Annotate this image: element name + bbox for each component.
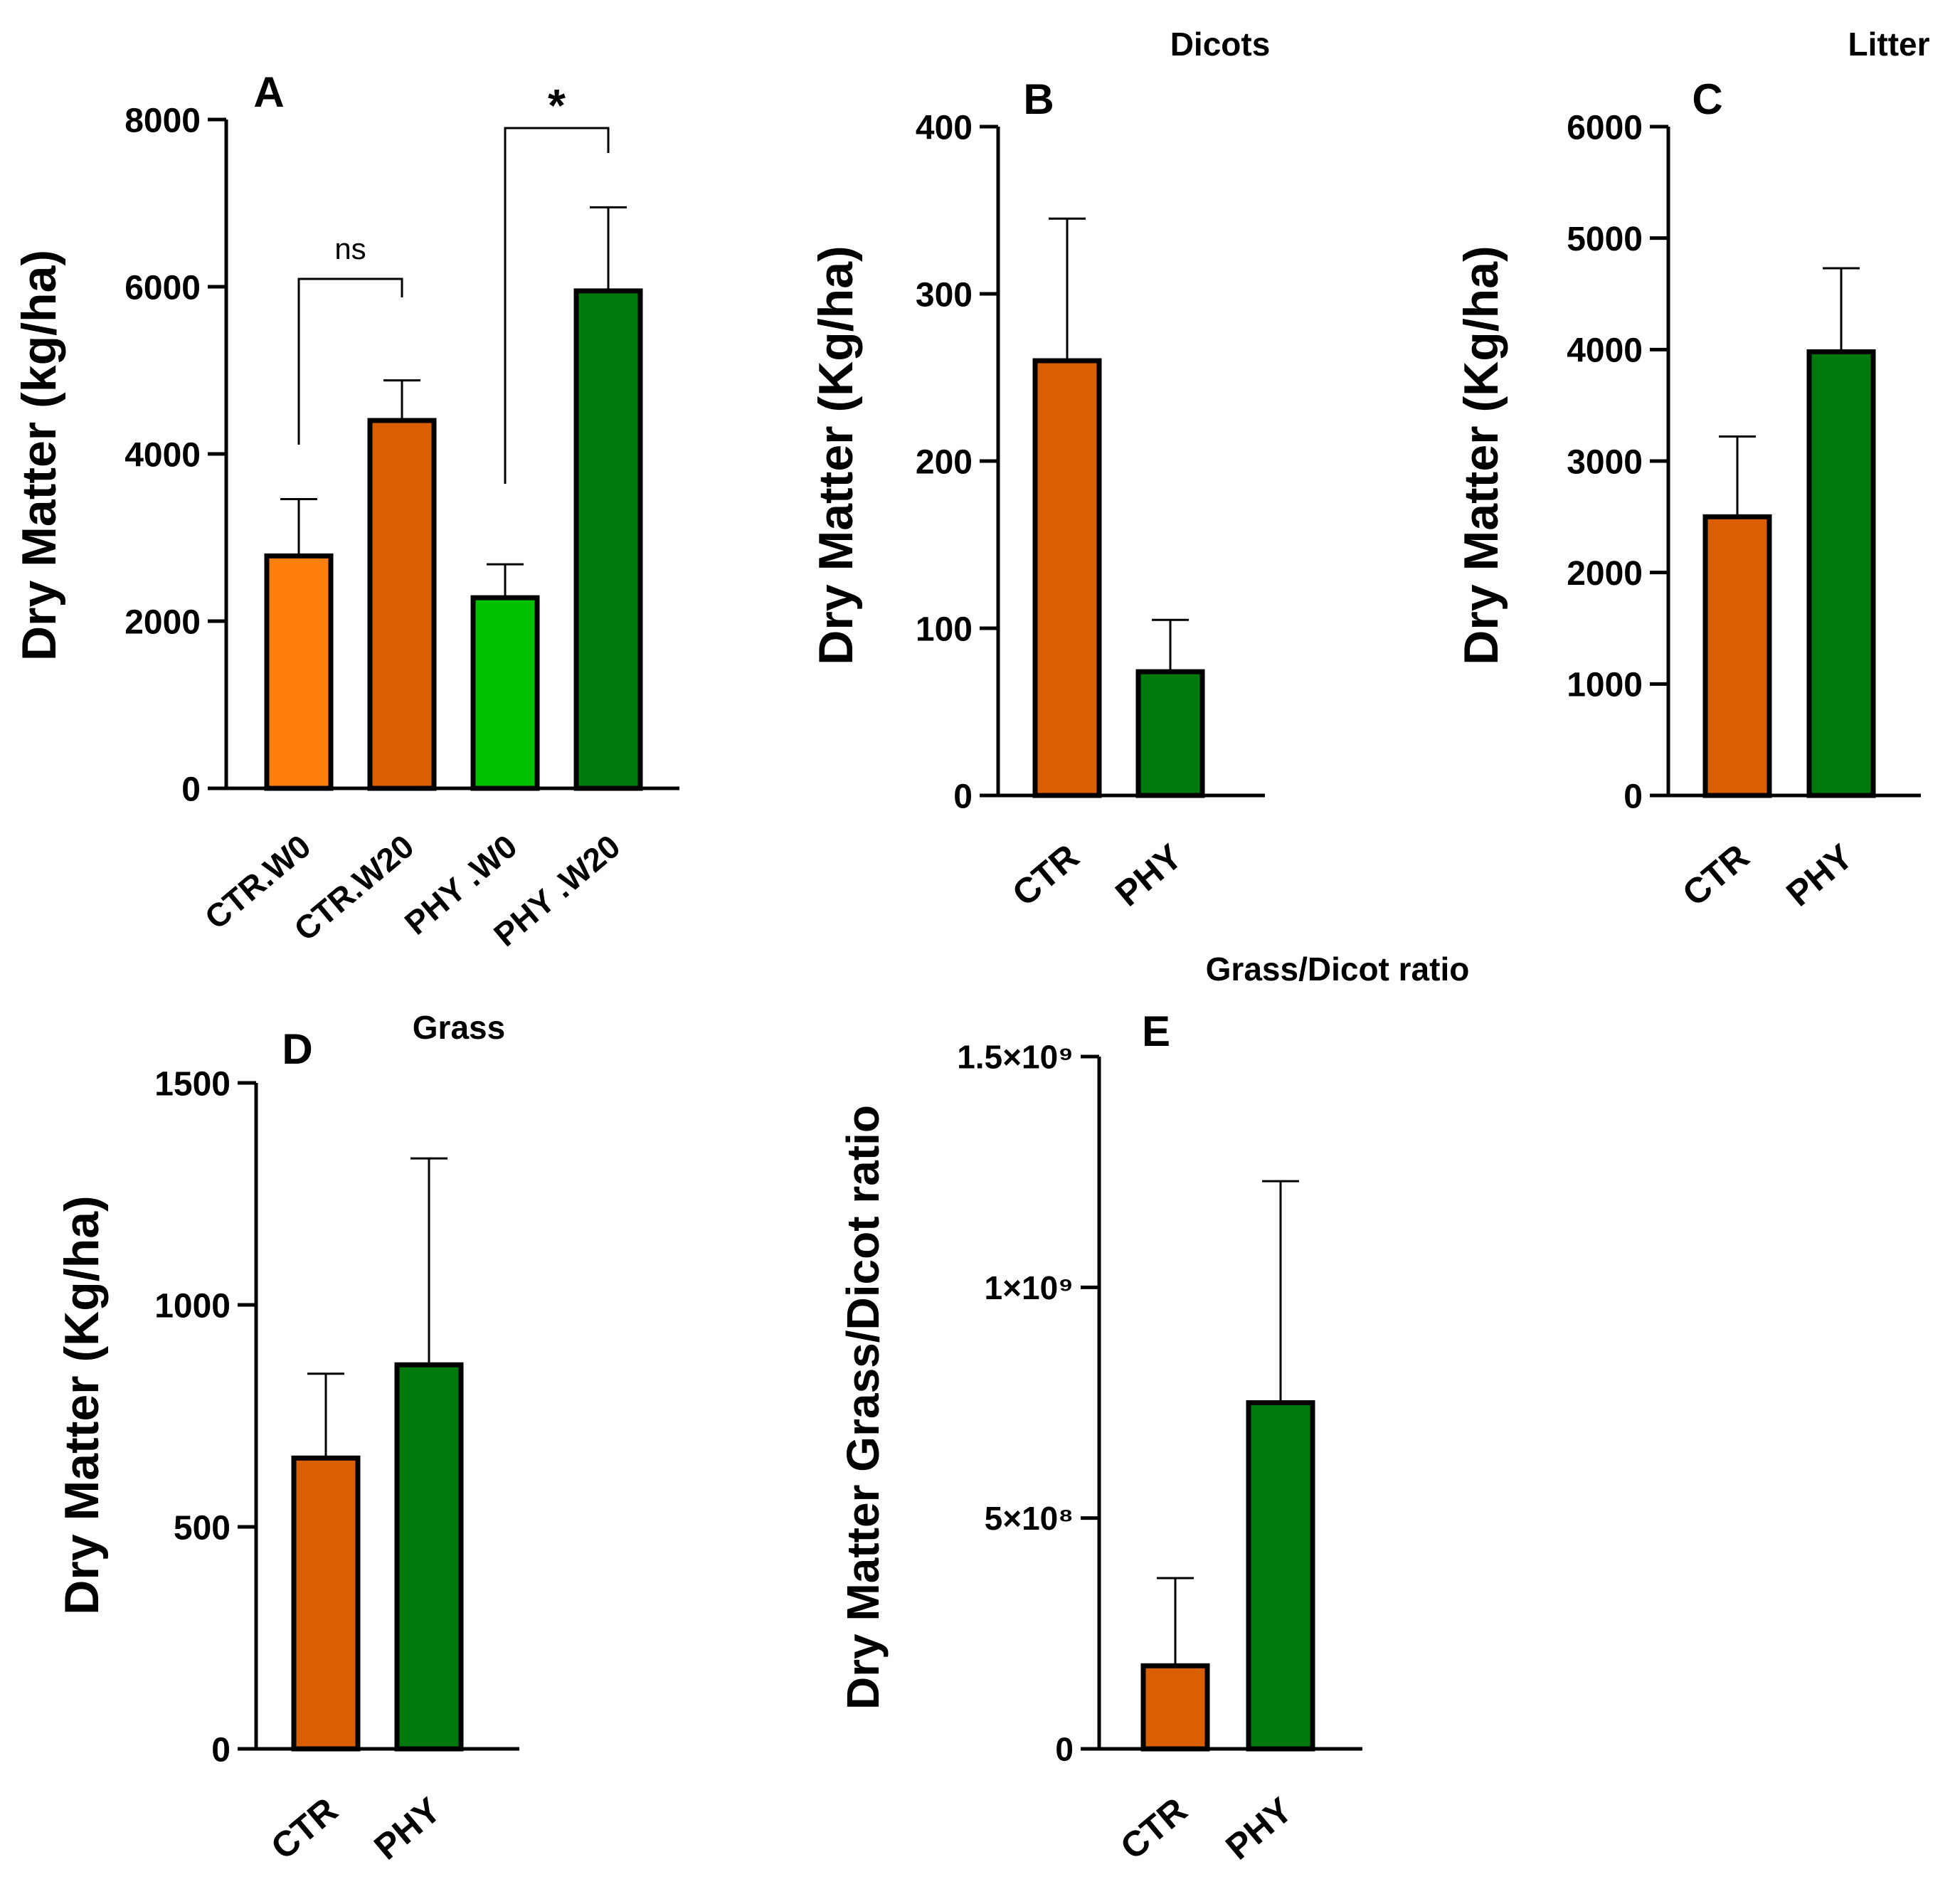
x-tick-label: CTR	[1005, 837, 1086, 914]
y-tick-label: 0	[181, 771, 201, 808]
chart-title: Litter	[1848, 26, 1930, 63]
bar	[1140, 1663, 1210, 1752]
bar	[1806, 349, 1876, 798]
y-tick-label: 5000	[1567, 221, 1643, 258]
bar	[394, 1362, 464, 1752]
y-tick-label: 1500	[154, 1065, 231, 1103]
panel-letter: E	[1142, 1007, 1170, 1055]
bar	[1702, 514, 1772, 798]
bar	[1032, 358, 1102, 798]
y-tick-label: 1.5×10⁹	[957, 1039, 1074, 1076]
y-tick-label: 4000	[125, 436, 201, 474]
y-tick-label: 3000	[1567, 443, 1643, 481]
y-tick-label: 0	[1055, 1731, 1074, 1768]
x-tick-label: CTR	[1113, 1790, 1194, 1868]
significance-bracket	[504, 127, 610, 484]
x-tick-label: PHY	[1218, 1790, 1300, 1868]
bar	[367, 418, 437, 791]
y-tick-label: 2000	[125, 603, 201, 641]
y-tick-label: 400	[916, 109, 973, 147]
panel-letter: B	[1023, 75, 1054, 123]
panel-letter: D	[282, 1025, 312, 1073]
bar	[470, 595, 540, 791]
bar	[264, 553, 334, 791]
chart-title: Grass/Dicot ratio	[1206, 951, 1470, 988]
y-tick-label: 4000	[1567, 332, 1643, 370]
y-tick-label: 0	[953, 778, 973, 815]
y-tick-label: 6000	[125, 269, 201, 307]
y-tick-label: 6000	[1567, 109, 1643, 147]
panel-letter: A	[253, 68, 284, 116]
y-tick-label: 1×10⁹	[985, 1269, 1074, 1306]
x-tick-label: CTR	[263, 1790, 345, 1868]
x-tick-label: PHY	[1779, 837, 1860, 914]
y-tick-label: 300	[916, 276, 973, 314]
y-tick-label: 100	[916, 610, 973, 648]
x-tick-label: PHY	[1108, 837, 1190, 914]
significance-label: ns	[334, 232, 366, 265]
y-tick-label: 500	[174, 1509, 231, 1547]
significance-label: *	[548, 80, 566, 131]
significance-bracket	[297, 277, 403, 445]
x-tick-label: PHY	[366, 1790, 448, 1868]
y-tick-label: 0	[211, 1731, 231, 1769]
panel-letter: C	[1692, 75, 1722, 123]
y-tick-label: 200	[916, 443, 973, 481]
bar	[1246, 1400, 1315, 1752]
chart-panel-e: Grass/Dicot ratio E 0 5×10⁸ 1×10⁹ 1.5×10⁹ Dry …	[837, 951, 1469, 1868]
y-tick-label: 5×10⁸	[985, 1500, 1074, 1537]
bar	[291, 1455, 361, 1752]
chart-panel-d: Grass D 0 500 1000 1500 Dry Matter (Kg/ha) CTR P…	[55, 1009, 519, 1868]
y-axis-label: Dry Matter (Kg/ha)	[55, 1195, 109, 1614]
bar	[573, 288, 643, 791]
chart-title: Dicots	[1170, 26, 1271, 63]
y-tick-label: 2000	[1567, 555, 1643, 593]
y-tick-label: 0	[1623, 778, 1643, 815]
chart-title: Grass	[413, 1009, 505, 1046]
y-tick-label: 8000	[125, 102, 201, 139]
y-tick-label: 1000	[1567, 667, 1643, 704]
y-tick-label: 1000	[154, 1287, 231, 1325]
bar	[1135, 669, 1205, 798]
y-axis-label: Dry Matter (kg/ha)	[12, 250, 66, 661]
y-axis-label: Dry Matter (Kg/ha)	[809, 245, 863, 665]
chart-panel-c: Litter C 0 1000 2000 3000 4000 5000 6000 Dry Matt…	[1454, 26, 1930, 914]
chart-panel-b: Dicots B 0 100 200 300 400 Dry Matter (Kg/ha) CT…	[809, 26, 1270, 914]
y-axis-label: Dry Matter (Kg/ha)	[1454, 245, 1508, 665]
y-axis-label: Dry Matter Grass/Dicot ratio	[837, 1105, 889, 1710]
x-tick-label: CTR	[1675, 837, 1757, 914]
